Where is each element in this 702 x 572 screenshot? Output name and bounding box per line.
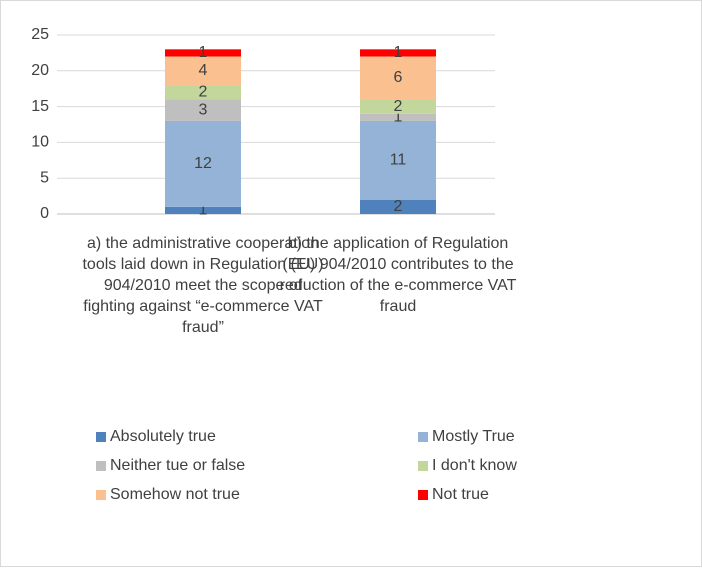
x-tick-label: a) the administrative cooperation tools l…: [82, 235, 323, 336]
data-label: 11: [390, 152, 407, 169]
data-label: 1: [199, 44, 208, 61]
bar-segment: [165, 120, 241, 207]
bar-segment: [360, 199, 436, 214]
legend-label: Mostly True: [432, 428, 515, 445]
data-label: 1: [394, 109, 403, 126]
y-tick-label: 10: [31, 134, 49, 151]
bar-segment: [360, 49, 436, 57]
legend-swatch: [418, 432, 428, 442]
data-label: 3: [199, 101, 208, 118]
bar-segment: [360, 99, 436, 114]
legend-label: Somehow not true: [110, 486, 240, 503]
bar-segment: [360, 113, 436, 121]
y-tick-label: 20: [31, 62, 49, 79]
y-tick-label: 5: [40, 169, 49, 186]
legend-swatch: [96, 461, 106, 471]
legend-label: Neither tue or false: [110, 457, 245, 474]
legend-label: I don't know: [432, 457, 517, 474]
data-label: 2: [394, 98, 403, 115]
bar-segment: [360, 120, 436, 200]
bar-segment: [165, 49, 241, 57]
legend-swatch: [96, 490, 106, 500]
legend-swatch: [96, 432, 106, 442]
bar-segment: [165, 99, 241, 121]
legend-label: Not true: [432, 486, 489, 503]
data-label: 1: [394, 44, 403, 61]
legend-swatch: [418, 461, 428, 471]
data-label: 1: [199, 202, 208, 219]
bar-segment: [360, 56, 436, 100]
legend-label: Absolutely true: [110, 428, 216, 445]
data-label: 2: [199, 83, 208, 100]
legend-swatch: [418, 490, 428, 500]
y-tick-label: 0: [40, 205, 49, 222]
y-tick-label: 25: [31, 26, 49, 43]
bar-segment: [165, 56, 241, 86]
data-label: 6: [394, 69, 403, 86]
data-label: 4: [199, 62, 208, 79]
data-label: 2: [394, 198, 403, 215]
bar-segment: [165, 206, 241, 214]
y-tick-label: 15: [31, 98, 49, 115]
data-label: 12: [194, 155, 212, 172]
bar-segment: [165, 85, 241, 100]
x-tick-label: b) the application of Regulation (EU) 904…: [280, 235, 517, 315]
